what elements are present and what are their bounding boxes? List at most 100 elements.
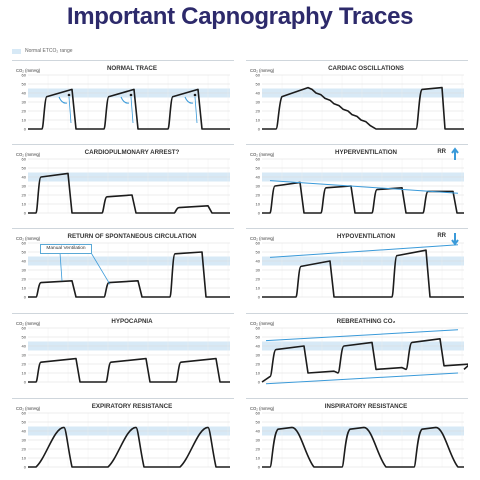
co2-trace [262, 181, 464, 214]
panel-title: HYPERVENTILATION [335, 149, 397, 156]
y-tick-label: 60 [22, 157, 27, 162]
y-tick-label: 20 [256, 193, 261, 198]
y-tick-label: 0 [24, 295, 27, 300]
y-tick-label: 20 [22, 277, 27, 282]
y-tick-label: 0 [258, 295, 261, 300]
y-tick-label: 60 [22, 73, 27, 78]
panel-cardiopulmonary-arrest: 60 50 40 30 20 10 0 CO₂ (mmHg) CARDIOPULMONARY A… [12, 144, 234, 223]
beta-point [193, 93, 197, 97]
y-tick-label: 30 [256, 353, 261, 358]
y-tick-label: 0 [258, 127, 261, 132]
panel-title: HYPOVENTILATION [336, 233, 396, 240]
y-tick-label: 50 [22, 335, 27, 340]
y-tick-label: 30 [256, 268, 261, 273]
y-tick-label: 0 [24, 465, 27, 470]
y-tick-label: 20 [256, 362, 261, 367]
y-tick-label: 40 [22, 429, 27, 434]
trace-plot: 60 50 40 30 20 10 0 [22, 157, 230, 216]
panel-inspiratory-resistance: 60 50 40 30 20 10 0 CO₂ (mmHg) INSPIRATORY RESIS… [246, 398, 468, 477]
panel-title: INSPIRATORY RESISTANCE [324, 403, 408, 410]
y-tick-label: 0 [24, 127, 27, 132]
alpha-angle-mark [58, 96, 68, 104]
panel-title: RETURN OF SPONTANEOUS CIRCULATION [67, 233, 197, 240]
trace-plot: 60 50 40 30 20 10 0 [256, 326, 468, 385]
trace-plot: 60 50 40 30 20 10 0 [256, 147, 464, 216]
y-tick-label: 60 [22, 326, 27, 331]
co2-trace [262, 86, 464, 130]
y-tick-label: 40 [22, 175, 27, 180]
y-tick-label: 30 [256, 438, 261, 443]
y-tick-label: 60 [256, 411, 261, 416]
y-tick-label: 60 [22, 411, 27, 416]
y-tick-label: 60 [256, 241, 261, 246]
y-axis-label: CO₂ (mmHg) [250, 236, 275, 241]
y-tick-label: 20 [22, 362, 27, 367]
y-tick-label: 40 [256, 429, 261, 434]
y-tick-label: 40 [22, 344, 27, 349]
co2-trace [28, 251, 230, 298]
panel-cardiac-oscillations: 60 50 40 30 20 10 0 CO₂ (mmHg) CARDIAC OSCILLATI… [246, 60, 468, 139]
y-tick-label: 50 [22, 420, 27, 425]
y-tick-label: 10 [22, 371, 27, 376]
y-tick-label: 10 [22, 456, 27, 461]
trend-line [269, 180, 459, 194]
trace-plot: 60 50 40 30 20 10 0 [22, 411, 230, 470]
alpha-angle-mark [184, 96, 194, 104]
y-axis-label: CO₂ (mmHg) [16, 406, 41, 411]
y-tick-label: 0 [258, 465, 261, 470]
panel-rebreathing: 60 50 40 30 20 10 0 CO₂ (mmHg) REBREATHING CO₂ [246, 313, 468, 392]
y-tick-label: 20 [256, 109, 261, 114]
y-tick-label: 30 [22, 100, 27, 105]
trace-plot: 60 50 40 30 20 10 0 [22, 241, 230, 300]
co2-trace [262, 426, 464, 468]
y-tick-label: 50 [256, 335, 261, 340]
callout-manual-ventilation: Manual Ventilation [40, 244, 92, 254]
y-tick-label: 10 [256, 286, 261, 291]
co2-trace [28, 172, 230, 214]
y-tick-label: 40 [22, 91, 27, 96]
y-tick-label: 10 [22, 286, 27, 291]
y-tick-label: 0 [24, 380, 27, 385]
y-tick-label: 30 [256, 100, 261, 105]
phase-line [130, 96, 134, 124]
y-tick-label: 10 [22, 202, 27, 207]
y-tick-label: 0 [24, 211, 27, 216]
y-tick-label: 30 [22, 184, 27, 189]
y-tick-label: 30 [256, 184, 261, 189]
y-axis-label: CO₂ (mmHg) [250, 321, 275, 326]
trend-line-baseline [265, 372, 459, 385]
y-tick-label: 20 [256, 277, 261, 282]
phase-line [68, 96, 72, 124]
y-tick-label: 60 [256, 326, 261, 331]
panel-title: CARDIOPULMONARY ARREST? [84, 149, 180, 156]
y-axis-label: CO₂ (mmHg) [250, 152, 275, 157]
alpha-angle-mark [120, 96, 130, 104]
y-tick-label: 60 [22, 241, 27, 246]
y-axis-label: CO₂ (mmHg) [16, 152, 41, 157]
y-tick-label: 20 [22, 109, 27, 114]
trace-plot: 60 50 40 30 20 10 0 [256, 233, 464, 300]
y-tick-label: 10 [256, 456, 261, 461]
trace-plot: 60 50 40 30 20 10 0 [22, 73, 230, 132]
y-tick-label: 50 [22, 82, 27, 87]
y-axis-label: CO₂ (mmHg) [250, 406, 275, 411]
panel-title: EXPIRATORY RESISTANCE [91, 403, 173, 410]
phase-line [194, 96, 198, 124]
rr-indicator: RR [437, 149, 446, 155]
legend: Normal ETCO₂ range [12, 48, 73, 54]
y-tick-label: 40 [256, 91, 261, 96]
co2-trace [28, 88, 230, 130]
panel-hypocapnia: 60 50 40 30 20 10 0 CO₂ (mmHg) HYPOCAPNIA [12, 313, 234, 392]
y-axis-label: CO₂ (mmHg) [16, 68, 41, 73]
y-tick-label: 50 [256, 166, 261, 171]
y-tick-label: 30 [22, 438, 27, 443]
arrow-up-icon [451, 147, 459, 160]
y-tick-label: 50 [256, 82, 261, 87]
trace-plot: 60 50 40 30 20 10 0 [256, 73, 464, 132]
y-tick-label: 0 [258, 211, 261, 216]
y-axis-label: CO₂ (mmHg) [250, 68, 275, 73]
trend-line-top [265, 329, 459, 342]
co2-trace [28, 426, 230, 468]
beta-point [67, 93, 71, 97]
panel-title: CARDIAC OSCILLATIONS [328, 65, 404, 72]
